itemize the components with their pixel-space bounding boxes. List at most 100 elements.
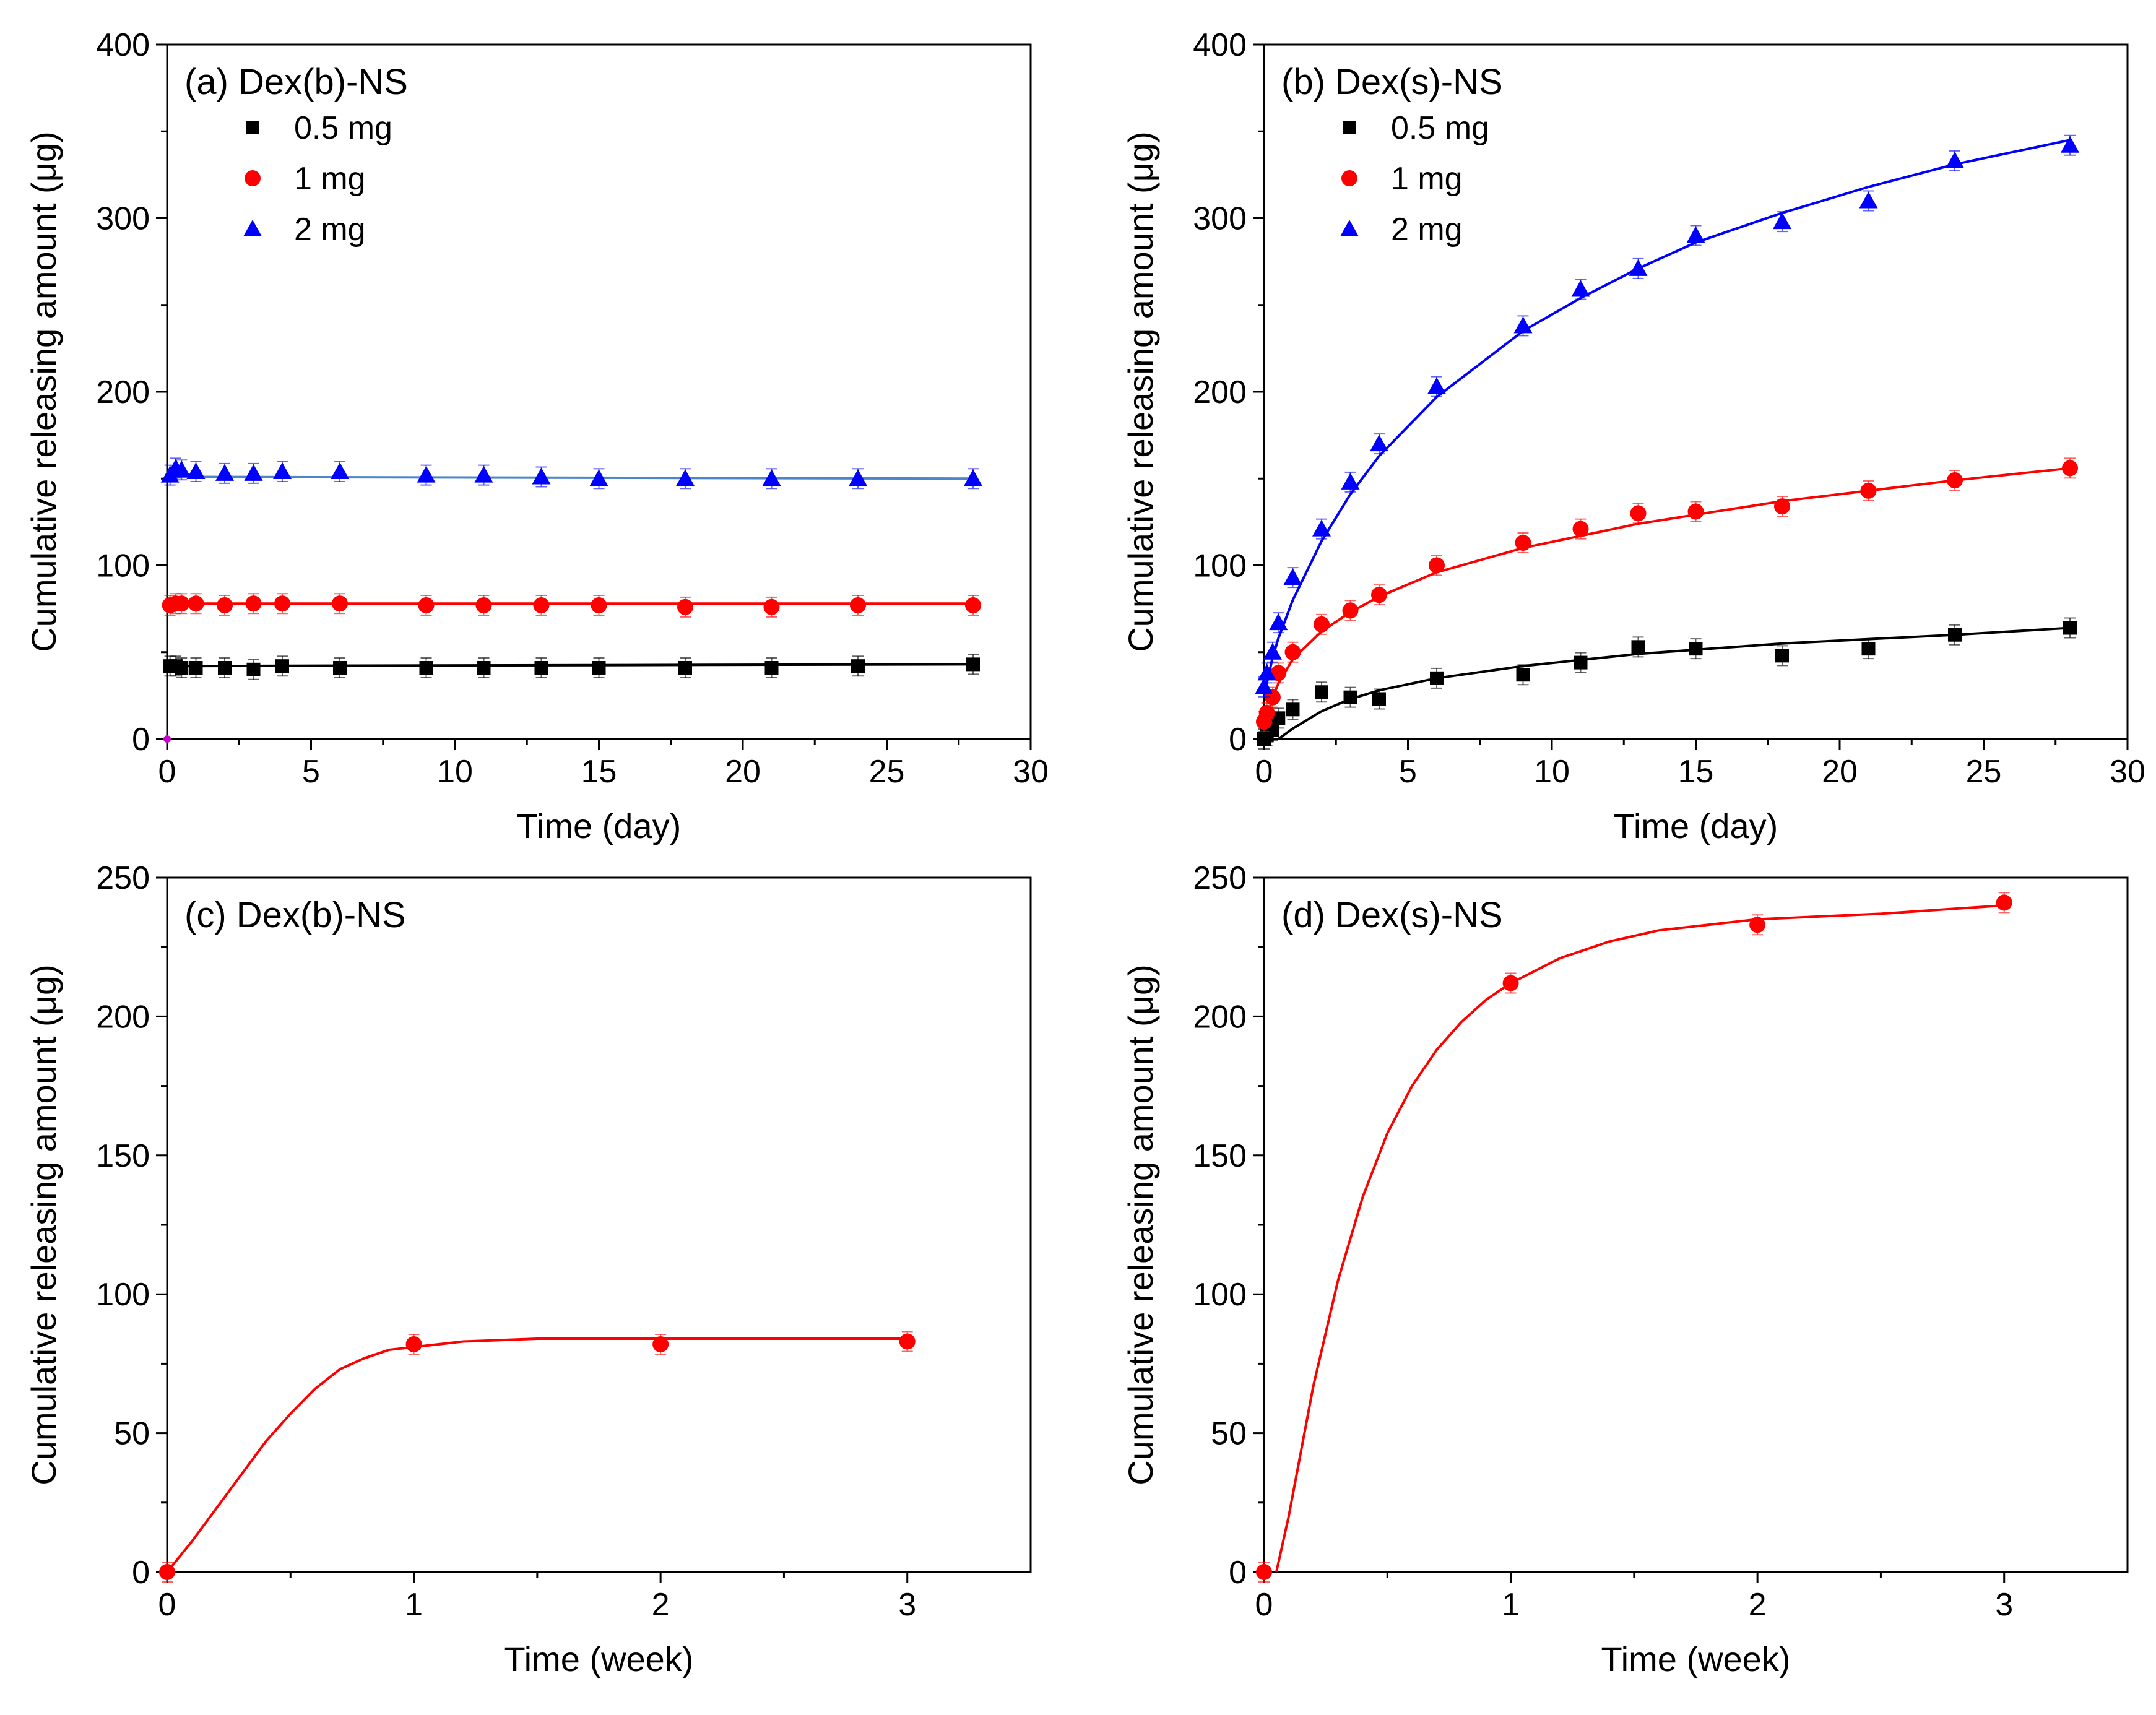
y-axis-label: Cumulative releasing amount (μg) — [24, 131, 63, 652]
panel-title: (b) Dex(s)-NS — [1281, 62, 1503, 102]
data-point — [163, 735, 171, 743]
data-point — [1774, 498, 1790, 515]
plot-frame — [1263, 43, 2129, 740]
data-point — [1946, 151, 1964, 168]
data-point — [1271, 711, 1286, 725]
plot-frame — [166, 43, 1032, 740]
data-point — [1687, 503, 1704, 520]
series-0-5-mg — [1257, 617, 2077, 750]
data-point — [1574, 655, 1588, 670]
x-tick-label: 2 — [652, 1587, 670, 1623]
data-point — [1749, 917, 1766, 933]
data-point — [419, 660, 433, 675]
x-tick-label: 10 — [1534, 754, 1570, 790]
data-point — [1258, 704, 1275, 721]
data-point — [274, 595, 290, 612]
data-point — [1256, 1564, 1272, 1580]
y-tick-label: 200 — [96, 999, 150, 1035]
x-axis-label: Time (week) — [504, 1639, 694, 1678]
y-tick-label: 300 — [96, 201, 150, 237]
data-point — [592, 660, 606, 675]
series-dex-s-ns — [1256, 892, 2012, 1583]
data-point — [1270, 665, 1287, 681]
y-tick-label: 200 — [96, 374, 150, 410]
plot-frame — [166, 876, 1032, 1573]
x-tick-label: 10 — [437, 754, 473, 790]
data-point — [966, 657, 980, 672]
data-point — [591, 597, 607, 614]
data-point — [1502, 975, 1519, 991]
y-tick-label: 50 — [1211, 1416, 1247, 1452]
data-point — [332, 595, 348, 612]
y-axis-label: Cumulative releasing amount (μg) — [1121, 964, 1160, 1485]
y-tick-label: 100 — [1193, 1277, 1247, 1313]
data-point — [1516, 668, 1530, 682]
data-point — [762, 469, 781, 486]
x-tick-label: 20 — [725, 754, 761, 790]
data-point — [477, 660, 491, 675]
y-tick-label: 150 — [1193, 1138, 1247, 1174]
data-point — [532, 467, 551, 485]
x-tick-label: 25 — [1966, 754, 2002, 790]
series-2-mg — [1255, 134, 2079, 698]
data-point — [417, 465, 436, 483]
data-point — [173, 595, 190, 612]
data-point — [1343, 690, 1357, 704]
y-tick-label: 300 — [1193, 201, 1247, 237]
fit-line — [167, 475, 974, 480]
y-tick-label: 0 — [1229, 722, 1247, 758]
data-point — [1283, 568, 1302, 585]
data-point — [1630, 505, 1647, 522]
data-point — [1631, 640, 1645, 654]
data-point — [333, 660, 347, 675]
fit-line — [167, 663, 974, 668]
data-point — [217, 597, 233, 614]
data-point — [1859, 191, 1878, 209]
data-point — [764, 660, 779, 675]
x-tick-label: 1 — [405, 1587, 423, 1623]
legend-label: 2 mg — [1391, 212, 1463, 248]
data-point — [245, 595, 262, 612]
data-point — [1312, 519, 1331, 537]
x-axis-label: Time (day) — [517, 806, 682, 845]
data-point — [1689, 642, 1703, 656]
data-point — [1315, 685, 1328, 699]
y-axis-label: Cumulative releasing amount (μg) — [1121, 131, 1160, 652]
y-tick-label: 50 — [114, 1416, 150, 1452]
data-point — [899, 1333, 916, 1350]
legend: 0.5 mg 1 mg 2 mg — [1340, 110, 1489, 248]
data-point — [851, 659, 865, 673]
data-point — [1429, 557, 1445, 574]
panel-c: 0 1 2 3 0 50 100 150 200 250 Time (week) Cumulative… — [24, 860, 1032, 1678]
data-point — [965, 597, 981, 614]
data-point — [159, 1564, 175, 1580]
x-tick-label: 30 — [2110, 754, 2145, 790]
data-point — [589, 469, 608, 486]
y-tick-label: 0 — [1229, 1555, 1247, 1591]
y-axis-label: Cumulative releasing amount (μg) — [24, 964, 63, 1485]
data-point — [1947, 472, 1963, 489]
data-point — [534, 660, 548, 675]
data-point — [1773, 212, 1791, 230]
y-tick-label: 250 — [96, 860, 150, 896]
panel-title: (c) Dex(b)-NS — [184, 895, 406, 935]
y-tick-label: 200 — [1193, 999, 1247, 1035]
legend: 0.5 mg 1 mg 2 mg — [243, 110, 392, 248]
fit-line — [1264, 139, 2071, 696]
data-point — [1314, 616, 1330, 633]
data-point — [186, 462, 206, 480]
legend-marker — [243, 220, 262, 236]
legend-marker — [1343, 121, 1356, 134]
data-point — [188, 595, 204, 612]
data-point — [172, 460, 191, 478]
data-point — [1257, 663, 1276, 681]
x-axis-label: Time (day) — [1614, 806, 1778, 845]
data-point — [1430, 671, 1444, 685]
x-tick-label: 25 — [869, 754, 905, 790]
y-tick-label: 100 — [1193, 548, 1247, 584]
data-point — [175, 660, 189, 675]
legend-label: 1 mg — [294, 161, 366, 197]
fit-line — [167, 1337, 907, 1572]
